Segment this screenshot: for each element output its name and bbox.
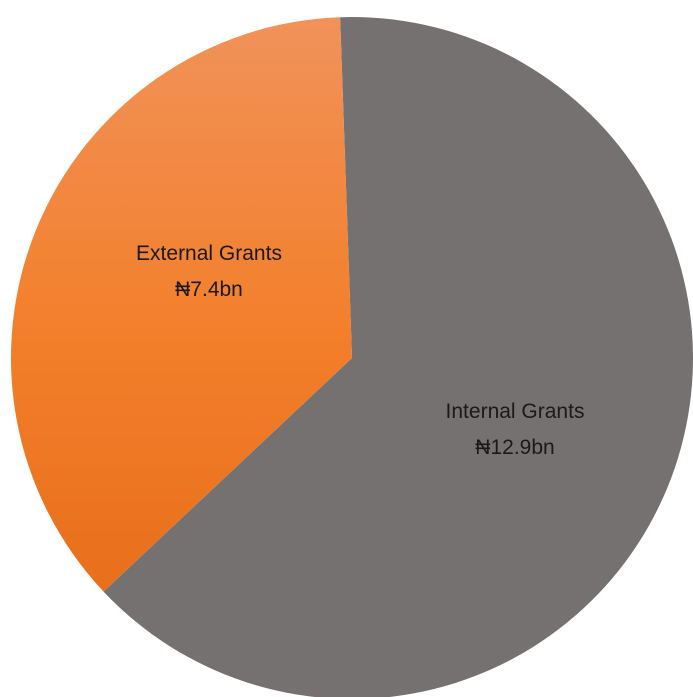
pie-slice-internal-grants: [103, 17, 693, 697]
slice-label-external-grants-name: External Grants: [136, 242, 282, 265]
slice-label-external-grants-value: ₦7.4bn: [175, 278, 243, 301]
pie-slice-external-grants: [10, 17, 352, 592]
slice-label-internal-grants-name: Internal Grants: [446, 400, 585, 423]
slice-label-internal-grants-value: ₦12.9bn: [475, 436, 554, 459]
